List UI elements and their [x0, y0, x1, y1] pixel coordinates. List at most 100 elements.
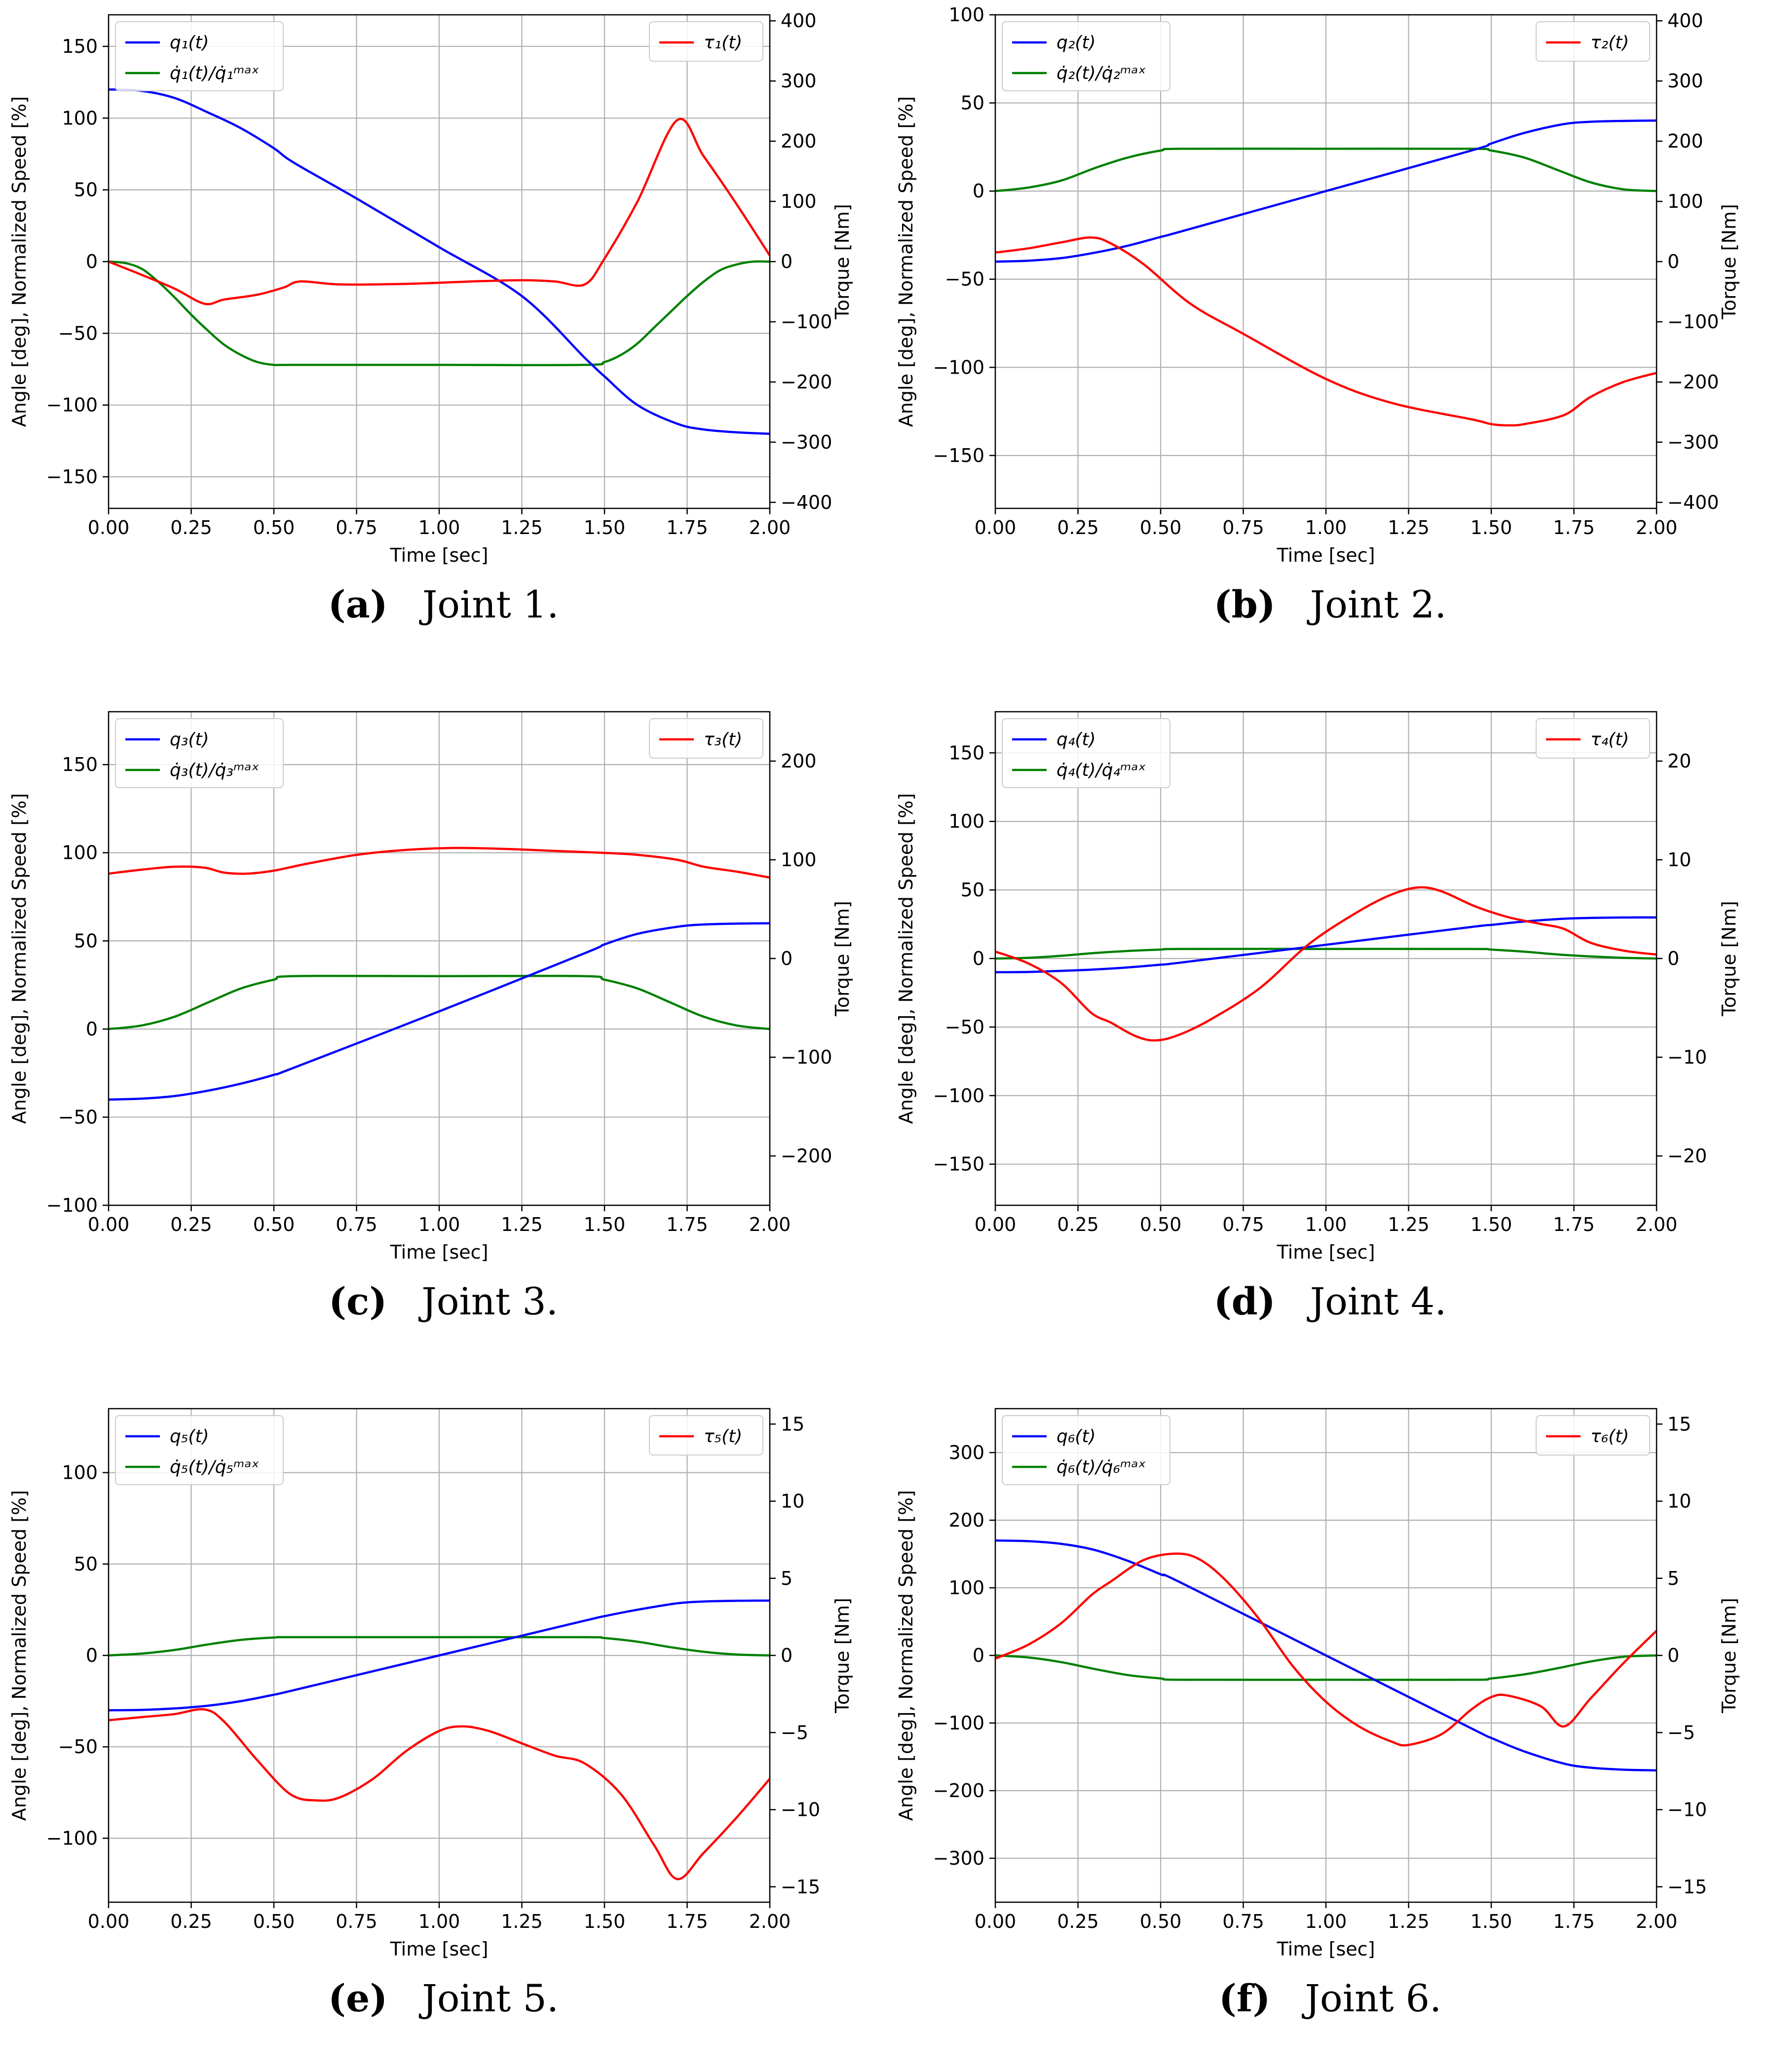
x-tick-label: 0.50: [1140, 1911, 1182, 1932]
x-tick-label: 1.75: [666, 1911, 708, 1932]
y2-tick-label: −300: [781, 431, 832, 453]
legend-label-q: q₄(t): [1057, 729, 1096, 750]
y-tick-label: 150: [62, 754, 98, 775]
series-line-q5dot-t-q5dot-max: [108, 1636, 770, 1657]
y-tick-label: 100: [62, 107, 98, 129]
legend-label-tau: τ₂(t): [1590, 33, 1629, 53]
series-line-q6-t-: [995, 1539, 1657, 1772]
y-tick-label: 50: [74, 1553, 98, 1575]
y2-axis-label: Torque [Nm]: [831, 204, 853, 320]
legend-right: τ₃(t): [649, 718, 763, 759]
series-line-tau2-t-: [995, 236, 1657, 427]
legend-box: [649, 21, 763, 62]
legend-label-qd: q̇₂(t)/q̇₂ᵐᵃˣ: [1057, 63, 1146, 83]
legend-label-tau: τ₁(t): [704, 33, 742, 53]
legend-right: τ₄(t): [1536, 718, 1650, 759]
x-tick-label: 1.50: [584, 1911, 626, 1932]
y2-tick-label: 0: [1667, 948, 1679, 969]
chart-b: 0.00 0.25 0.50 0.75 1.00 1.25 1.50 1.75 2.00 −150…: [895, 4, 1740, 566]
y2-tick-label: −100: [781, 1046, 832, 1068]
series-line-tau4-t-: [995, 886, 1657, 1042]
y-tick-label: −50: [945, 269, 984, 290]
x-tick-label: 1.75: [1553, 1214, 1595, 1235]
series-line-q5-t-: [108, 1599, 770, 1712]
y2-axis-label: Torque [Nm]: [1718, 901, 1740, 1017]
legend-label-q: q₂(t): [1057, 33, 1096, 53]
legend-box: [649, 718, 763, 759]
panel-caption-tag: (e): [328, 1976, 388, 2020]
x-tick-label: 1.75: [666, 517, 708, 538]
legend-left: q₄(t) q̇₄(t)/q̇₄ᵐᵃˣ: [1002, 718, 1170, 788]
x-tick-label: 0.75: [1222, 517, 1264, 538]
y2-tick-label: −300: [1667, 431, 1719, 453]
y-tick-label: 0: [86, 1645, 98, 1666]
legend-left: q₃(t) q̇₃(t)/q̇₃ᵐᵃˣ: [115, 718, 284, 788]
panel-caption-tag: (b): [1213, 582, 1276, 626]
x-axis-label: Time [sec]: [1277, 1938, 1375, 1960]
panel-caption-tag: (f): [1218, 1976, 1271, 2020]
y2-axis-label: Torque [Nm]: [1718, 204, 1740, 320]
x-tick-label: 0.75: [336, 517, 377, 538]
panel-e: 0.00 0.25 0.50 0.75 1.00 1.25 1.50 1.75 2.00 −100…: [0, 1394, 887, 2072]
y-axis-label: Angle [deg], Normalized Speed [%]: [8, 1490, 30, 1821]
x-tick-label: 0.00: [975, 517, 1017, 538]
y2-tick-label: −200: [1667, 371, 1719, 393]
y-tick-label: 0: [86, 1018, 98, 1040]
x-tick-label: 0.00: [88, 517, 130, 538]
legend-label-tau: τ₅(t): [704, 1426, 742, 1447]
legend-label-q: q₁(t): [170, 33, 209, 53]
y2-tick-label: 5: [781, 1568, 793, 1589]
y-tick-label: −100: [933, 356, 984, 378]
panel-caption-text: Joint 4.: [1310, 1279, 1447, 1323]
x-tick-label: 1.00: [418, 517, 460, 538]
x-tick-label: 1.00: [1305, 517, 1347, 538]
x-tick-label: 1.75: [1553, 1911, 1595, 1932]
x-tick-label: 1.50: [1471, 1911, 1512, 1932]
legend-label-tau: τ₃(t): [704, 729, 742, 750]
panel-c: 0.00 0.25 0.50 0.75 1.00 1.25 1.50 1.75 2.00 −100…: [0, 697, 887, 1375]
legend-left: q₆(t) q̇₆(t)/q̇₆ᵐᵃˣ: [1002, 1415, 1170, 1485]
y-tick-label: 100: [62, 1462, 98, 1484]
legend-label-q: q₆(t): [1057, 1426, 1096, 1447]
grid: [994, 14, 1658, 508]
chart-f: 0.00 0.25 0.50 0.75 1.00 1.25 1.50 1.75 2.00 −300…: [895, 1408, 1740, 1960]
y2-tick-label: 10: [1667, 849, 1691, 871]
y-tick-label: 0: [86, 251, 98, 272]
series-line-q2-t-: [995, 119, 1657, 263]
series-line-tau5-t-: [108, 1708, 771, 1880]
y-tick-label: −50: [58, 1736, 98, 1758]
legend-right: τ₅(t): [649, 1415, 763, 1456]
y-tick-label: −100: [46, 394, 98, 416]
y-tick-label: −150: [933, 445, 984, 466]
y2-tick-label: 200: [781, 130, 817, 152]
series-line-q2dot-t-q2dot-max: [995, 147, 1657, 192]
y-tick-label: 150: [948, 742, 984, 764]
x-tick-label: 1.00: [1305, 1214, 1347, 1235]
legend-label-qd: q̇₃(t)/q̇₃ᵐᵃˣ: [170, 760, 259, 780]
x-tick-label: 1.50: [584, 517, 626, 538]
legend-label-qd: q̇₆(t)/q̇₆ᵐᵃˣ: [1057, 1457, 1146, 1477]
y-axis-label: Angle [deg], Normalized Speed [%]: [895, 96, 917, 427]
x-tick-label: 1.25: [501, 1214, 543, 1235]
y-tick-label: −200: [933, 1780, 984, 1802]
y-axis-label: Angle [deg], Normalized Speed [%]: [895, 793, 917, 1124]
x-tick-label: 2.00: [749, 1911, 791, 1932]
x-tick-label: 0.25: [170, 1214, 212, 1235]
panel-d: 0.00 0.25 0.50 0.75 1.00 1.25 1.50 1.75 2.00 −150…: [887, 697, 1774, 1375]
y2-tick-label: 0: [1667, 251, 1679, 272]
y2-tick-label: 0: [1667, 1645, 1679, 1666]
legend-right: τ₂(t): [1536, 21, 1650, 62]
x-tick-label: 2.00: [1636, 1214, 1678, 1235]
y2-tick-label: 100: [781, 191, 817, 212]
panel-caption-tag: (a): [328, 582, 388, 626]
chart-e: 0.00 0.25 0.50 0.75 1.00 1.25 1.50 1.75 2.00−100…: [8, 1408, 853, 1960]
panel-caption-text: Joint 2.: [1310, 582, 1447, 626]
x-tick-label: 1.25: [501, 1911, 543, 1932]
y-tick-label: 100: [948, 810, 984, 832]
y2-tick-label: 300: [781, 70, 817, 92]
legend-label-tau: τ₆(t): [1590, 1426, 1629, 1447]
y-tick-label: −300: [933, 1847, 984, 1869]
x-tick-label: 0.50: [1140, 517, 1182, 538]
legend-label-qd: q̇₄(t)/q̇₄ᵐᵃˣ: [1057, 760, 1146, 780]
x-tick-label: 2.00: [749, 517, 791, 538]
